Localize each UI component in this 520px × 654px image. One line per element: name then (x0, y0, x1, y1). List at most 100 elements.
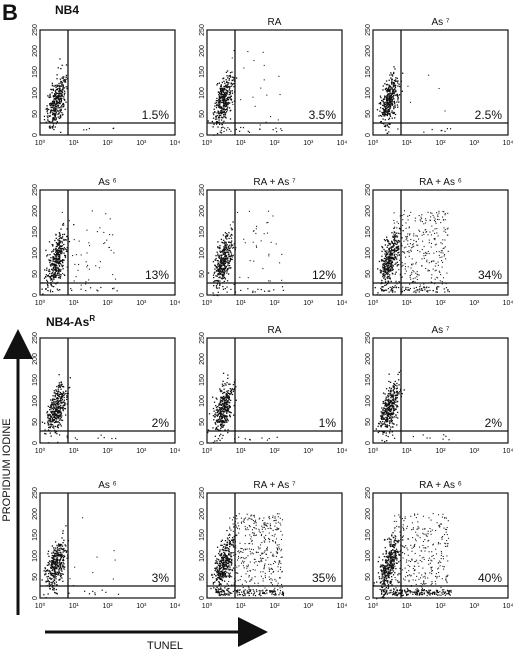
dot (207, 431, 209, 434)
dot (396, 242, 398, 244)
dot (230, 240, 233, 242)
dot (433, 260, 435, 262)
dot (224, 255, 226, 257)
dot (392, 413, 394, 416)
dot (259, 561, 261, 563)
dot (276, 549, 279, 551)
dot (384, 250, 386, 252)
dot (386, 271, 389, 273)
dot (441, 283, 443, 285)
dot (55, 264, 57, 266)
y-tick-label: 200 (199, 45, 206, 57)
dot (54, 119, 56, 121)
dot (392, 256, 394, 259)
dot (391, 266, 393, 268)
dot (389, 105, 391, 107)
dot (389, 274, 391, 276)
dot (386, 262, 388, 265)
dot (416, 289, 418, 291)
dot (225, 546, 227, 548)
dot (49, 423, 51, 425)
dot (223, 580, 226, 582)
dot (214, 435, 217, 437)
dot (416, 271, 418, 273)
dot (51, 125, 53, 128)
dot (255, 534, 258, 536)
dot (62, 88, 64, 90)
dot (228, 253, 230, 256)
dot (410, 247, 412, 249)
dot (226, 547, 228, 549)
dot (63, 567, 65, 569)
dot (258, 518, 260, 520)
dot (377, 425, 379, 427)
dot (423, 223, 425, 225)
dot (383, 109, 385, 111)
dot (255, 528, 257, 530)
dot (55, 393, 58, 395)
dot (223, 85, 225, 88)
dot (392, 394, 395, 396)
dot (383, 262, 385, 265)
dot (228, 396, 231, 399)
dot (230, 411, 232, 414)
dot (384, 440, 386, 443)
dot (48, 260, 51, 262)
dot (221, 270, 223, 272)
dot (278, 546, 280, 548)
dot (224, 246, 226, 248)
dot (260, 240, 262, 242)
dot (219, 423, 222, 425)
dot (233, 569, 235, 571)
dot (248, 576, 250, 578)
dot (55, 117, 57, 119)
dot (223, 574, 225, 577)
dot (397, 411, 399, 414)
dot (53, 549, 55, 551)
dot (383, 111, 385, 113)
dot (216, 419, 218, 421)
dot (52, 118, 54, 121)
dot (58, 276, 61, 278)
dot (221, 399, 223, 402)
dot (47, 420, 49, 422)
dot (383, 123, 385, 125)
dot (271, 535, 273, 537)
dot (275, 555, 277, 558)
dot (244, 438, 246, 440)
dot (392, 265, 394, 267)
dot (44, 432, 46, 435)
dot (254, 527, 256, 529)
dot (235, 572, 237, 574)
dot (272, 540, 274, 542)
dot (218, 105, 220, 107)
dot (383, 257, 386, 260)
dot (219, 247, 221, 249)
dot (393, 407, 395, 409)
dot (384, 263, 386, 265)
dot (49, 120, 51, 123)
dot (220, 277, 222, 279)
dot (58, 419, 61, 421)
dot (214, 440, 216, 442)
dot (397, 232, 399, 234)
dot (428, 74, 430, 76)
dot (384, 284, 386, 287)
dot (269, 518, 271, 520)
dot (55, 405, 57, 407)
dot (221, 419, 223, 422)
dot (428, 286, 430, 289)
dot (404, 268, 406, 270)
dot (49, 115, 51, 117)
dot (388, 256, 390, 259)
dot (229, 96, 231, 98)
y-tick-label: 250 (199, 184, 206, 196)
dot (50, 257, 52, 259)
dot (54, 572, 56, 574)
dot (65, 390, 67, 392)
dot (434, 228, 436, 230)
dot (59, 93, 62, 95)
dot (410, 238, 412, 241)
dot (398, 286, 400, 289)
dot (388, 403, 391, 405)
